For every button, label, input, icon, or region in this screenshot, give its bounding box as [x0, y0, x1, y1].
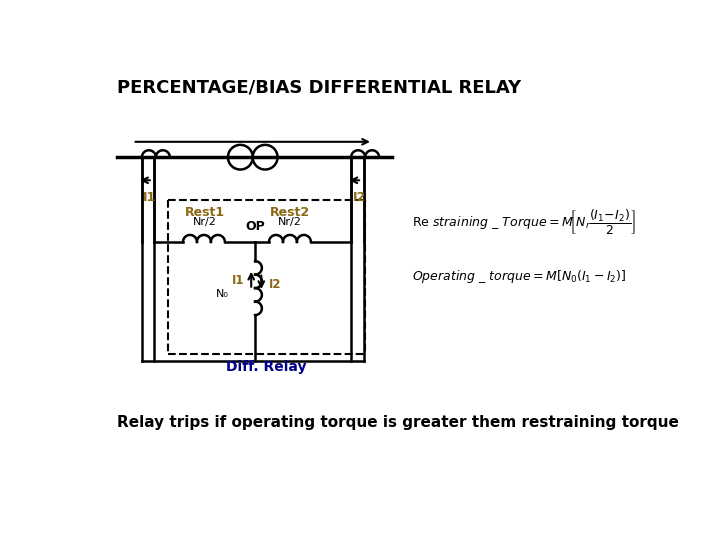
Text: $\mathrm{Re\ \mathit{straining\ \_\ Torque}} = M\!\left[N_r\dfrac{(I_1\!-\!I_2)}: $\mathrm{Re\ \mathit{straining\ \_\ Torq… — [412, 208, 636, 237]
Text: Nr/2: Nr/2 — [278, 217, 302, 226]
Text: PERCENTAGE/BIAS DIFFERENTIAL RELAY: PERCENTAGE/BIAS DIFFERENTIAL RELAY — [117, 79, 521, 97]
Text: Rest2: Rest2 — [270, 206, 310, 219]
Text: I2: I2 — [269, 278, 282, 291]
Text: $\mathit{Operating\ \_\ torque} = M[N_0(I_1 - I_2)]$: $\mathit{Operating\ \_\ torque} = M[N_0(… — [412, 268, 626, 285]
Text: I2: I2 — [353, 191, 366, 204]
Text: Relay trips if operating torque is greater them restraining torque: Relay trips if operating torque is great… — [117, 415, 679, 430]
Text: I1: I1 — [232, 274, 244, 287]
Text: I1: I1 — [143, 191, 156, 204]
Text: OP: OP — [246, 220, 265, 233]
Text: Diff. Relay: Diff. Relay — [226, 360, 307, 374]
Text: N₀: N₀ — [216, 289, 229, 299]
Text: Rest1: Rest1 — [184, 206, 225, 219]
Text: Nr/2: Nr/2 — [193, 217, 217, 226]
